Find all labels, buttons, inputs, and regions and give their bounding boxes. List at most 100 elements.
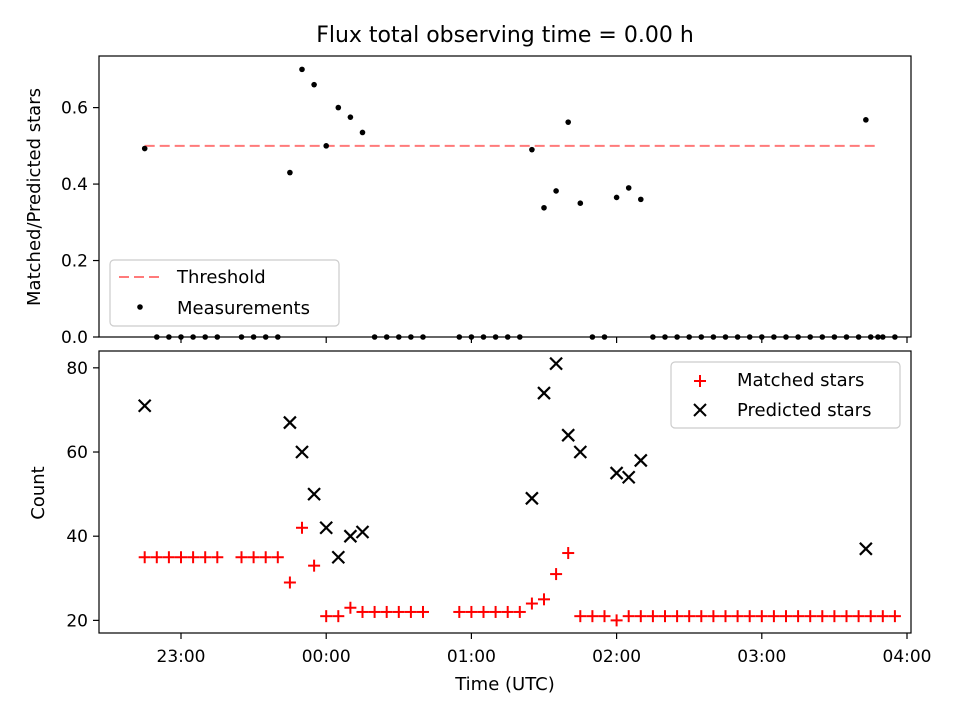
- matched-star-point: [622, 610, 635, 623]
- predicted-star-point: [561, 428, 575, 442]
- predicted-star-point: [307, 487, 321, 501]
- predicted-star-point: [525, 491, 539, 506]
- top-y-tick-label: 0.2: [61, 252, 88, 272]
- matched-star-point: [683, 610, 696, 623]
- matched-star-point: [755, 610, 768, 623]
- matched-star-point: [417, 605, 429, 618]
- matched-star-point: [465, 605, 478, 618]
- matched-star-point: [792, 610, 805, 623]
- top-y-tick-label: 0.0: [61, 328, 88, 348]
- matched-star-point: [780, 610, 792, 623]
- matched-star-point: [453, 605, 466, 618]
- x-tick-label: 02:00: [592, 647, 641, 667]
- matched-star-point: [404, 605, 417, 618]
- measurement-point: [529, 146, 535, 153]
- matched-star-point: [235, 551, 248, 564]
- matched-star-point: [308, 559, 321, 572]
- matched-star-point: [187, 551, 200, 564]
- matched-star-point: [247, 551, 260, 564]
- x-tick-label: 04:00: [883, 647, 932, 667]
- matched-star-point: [731, 610, 744, 623]
- matched-star-point: [356, 605, 369, 618]
- matched-star-point: [876, 610, 889, 623]
- matched-star-point: [550, 568, 563, 581]
- measurement-point: [541, 204, 547, 211]
- legend-measurements-marker: [137, 304, 143, 310]
- bottom-legend: Matched stars Predicted stars: [670, 361, 901, 429]
- top-x-ticks: [180, 337, 908, 343]
- matched-star-point: [562, 547, 575, 560]
- matched-star-point: [525, 597, 538, 610]
- predicted-star-point: [343, 529, 358, 543]
- matched-star-point: [344, 601, 357, 614]
- top-axes-frame: [98, 55, 912, 338]
- bottom-y-tick-label: 80: [66, 359, 88, 379]
- legend-matched-marker: [694, 375, 706, 387]
- x-tick-label: 01:00: [447, 647, 496, 667]
- matched-star-point: [634, 610, 647, 623]
- matched-star-point: [368, 605, 381, 618]
- predicted-star-point: [859, 542, 873, 556]
- matched-star-point: [574, 610, 587, 623]
- matched-star-point: [598, 610, 611, 623]
- matched-star-point: [804, 610, 817, 623]
- bottom-y-tick-label: 20: [66, 611, 88, 631]
- measurement-point: [311, 81, 317, 88]
- predicted-star-point: [573, 445, 588, 459]
- matched-star-point: [610, 614, 623, 627]
- matched-star-point: [332, 610, 345, 623]
- matched-star-point: [538, 593, 550, 606]
- measurement-point: [625, 185, 632, 191]
- matched-star-point: [864, 610, 877, 623]
- matched-star-point: [150, 551, 163, 564]
- matched-star-point: [816, 610, 829, 623]
- matched-star-point: [707, 610, 720, 623]
- top-panel: Flux total observing time = 0.00 h 0.00.…: [24, 23, 912, 348]
- bottom-axes-frame: [98, 350, 912, 634]
- matched-star-point: [380, 605, 393, 618]
- measurement-point: [323, 143, 330, 149]
- measurement-point: [638, 196, 644, 203]
- matched-star-point: [646, 610, 659, 623]
- bottom-y-axis-label: Count: [28, 466, 49, 519]
- matched-star-point: [852, 610, 865, 623]
- legend-predicted-label: Predicted stars: [737, 400, 871, 421]
- measurement-point: [863, 117, 869, 123]
- measurement-point: [299, 66, 305, 73]
- predicted-star-point: [295, 445, 309, 459]
- matched-star-point: [513, 605, 526, 618]
- predicted-star-point: [634, 453, 648, 468]
- matched-star-point: [659, 610, 671, 623]
- matched-star-point: [586, 610, 599, 623]
- x-tick-label: 23:00: [157, 647, 206, 667]
- legend-predicted-marker: [693, 403, 707, 417]
- matched-star-point: [199, 551, 212, 564]
- matched-star-point: [283, 576, 296, 589]
- bottom-y-tick-label: 60: [66, 443, 88, 463]
- predicted-star-point: [355, 525, 370, 539]
- measurement-point: [359, 129, 366, 136]
- predicted-star-point: [137, 398, 152, 413]
- matched-star-point: [162, 551, 175, 564]
- matched-star-point: [211, 551, 224, 564]
- matched-star-point: [259, 551, 272, 564]
- measurement-point: [565, 119, 571, 125]
- matched-star-point: [392, 605, 405, 618]
- x-axis-label: Time (UTC): [454, 674, 555, 695]
- matched-star-point: [743, 610, 756, 623]
- measurement-point: [287, 169, 293, 176]
- predicted-star-point: [549, 356, 563, 371]
- bottom-legend-box: [670, 361, 901, 429]
- measurement-point: [347, 114, 354, 120]
- predicted-star-point: [621, 470, 636, 485]
- legend-measurements-label: Measurements: [177, 298, 310, 319]
- matched-star-point: [888, 610, 901, 623]
- predicted-star-point: [331, 550, 346, 565]
- x-tick-label: 03:00: [737, 647, 786, 667]
- top-y-ticks: 0.0 0.2 0.4 0.6: [61, 99, 99, 348]
- legend-matched-label: Matched stars: [737, 370, 864, 391]
- top-y-tick-label: 0.6: [61, 99, 88, 119]
- x-tick-label: 00:00: [302, 647, 351, 667]
